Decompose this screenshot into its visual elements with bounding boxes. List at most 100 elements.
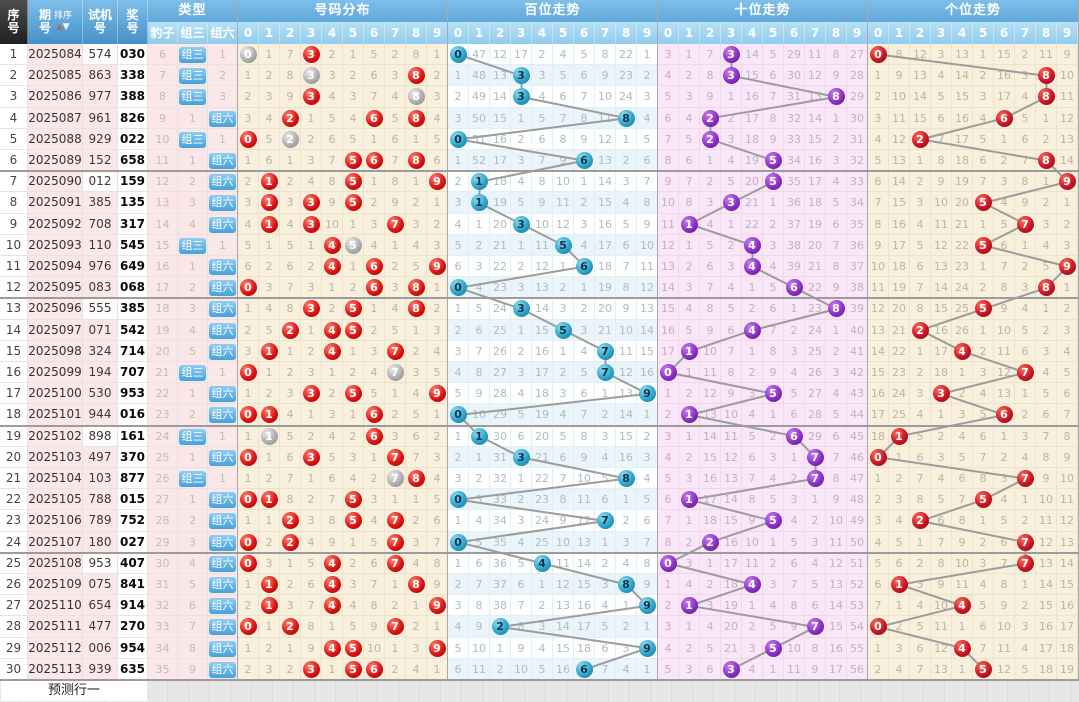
group3-cell: 2 [178, 510, 208, 532]
trend-cell: 5 [1015, 319, 1036, 341]
row-period: 2025103 [28, 446, 83, 468]
trend-cell: 51 [469, 128, 490, 150]
bai-ball: 0 [449, 130, 467, 148]
trend-cell: 2 [385, 595, 406, 617]
shi-ball: 4 [743, 236, 761, 254]
shi-ball: 1 [680, 342, 698, 360]
trend-cell: 22 [889, 340, 910, 362]
group6-cell: 1 [208, 128, 238, 150]
trend-cell: 22 [952, 234, 973, 256]
trend-cell: 5 [238, 234, 259, 256]
trend-cell: 20 [490, 213, 511, 235]
trend-cell: 2 [280, 531, 301, 553]
ge-ball: 7 [1016, 215, 1034, 233]
trend-cell: 17 [658, 340, 679, 362]
trend-cell: 1 [889, 595, 910, 617]
trend-cell: 21 [490, 234, 511, 256]
trend-cell: 4 [763, 468, 784, 490]
row-prize-number: 022 [118, 128, 148, 150]
period-label: 期号 [38, 8, 51, 35]
trend-cell: 0 [238, 128, 259, 150]
trend-cell: 18 [1036, 658, 1057, 680]
trend-cell: 1 [679, 510, 700, 532]
ge-ball: 7 [1016, 554, 1034, 572]
trend-cell: 8 [616, 468, 637, 490]
leopard-miss-count: 25 [148, 446, 178, 468]
trend-cell: 5 [763, 616, 784, 638]
trend-cell: 23 [616, 65, 637, 87]
sort-control[interactable]: 排序 ▲▼ [54, 12, 72, 32]
trend-cell: 1 [532, 574, 553, 596]
leopard-miss-count: 24 [148, 425, 178, 447]
trend-cell: 11 [952, 574, 973, 596]
trend-cell: 8 [805, 637, 826, 659]
sort-asc-icon[interactable]: ▲ [56, 22, 63, 31]
trend-cell: 4 [448, 616, 469, 638]
trend-cell: 2 [343, 65, 364, 87]
trend-cell: 5 [343, 171, 364, 193]
group6-cell: 组六 [208, 446, 238, 468]
trend-cell: 18 [805, 192, 826, 214]
group3-cell: 组三 [178, 468, 208, 490]
digit-ball: 0 [239, 130, 257, 148]
table-row: 7 2025090 012 159 12 2 组六 2 1 2 4 8 5 1 8 1 9 2 1 18 4 8 10 1 14… [0, 171, 1079, 193]
row-period: 2025093 [28, 234, 83, 256]
trend-cell: 1 [259, 213, 280, 235]
trend-cell: 7 [385, 616, 406, 638]
row-prize-number: 914 [118, 595, 148, 617]
trend-cell: 1 [952, 658, 973, 680]
digit-header: 2 [280, 22, 301, 44]
row-prize-number: 270 [118, 616, 148, 638]
trend-cell: 7 [532, 150, 553, 172]
trend-cell: 37 [490, 574, 511, 596]
digit-ball: 5 [344, 194, 362, 212]
trend-cell: 49 [469, 86, 490, 108]
shi-ball: 2 [701, 533, 719, 551]
trend-cell: 2 [469, 234, 490, 256]
trend-cell: 1 [259, 616, 280, 638]
trend-cell: 26 [490, 340, 511, 362]
group6-badge: 组六 [209, 153, 236, 169]
trend-cell: 2 [1015, 44, 1036, 66]
row-seq: 25 [0, 552, 28, 574]
trend-cell: 13 [1057, 531, 1078, 553]
group3-cell: 3 [178, 298, 208, 320]
leopard-miss-count: 15 [148, 234, 178, 256]
group6-badge: 组六 [209, 301, 236, 318]
trend-cell: 3 [994, 468, 1015, 490]
trend-cell: 6 [1015, 128, 1036, 150]
trend-cell: 1 [658, 383, 679, 405]
trend-cell: 11 [553, 552, 574, 574]
digit-ball: 9 [428, 385, 446, 403]
sort-desc-icon[interactable]: ▼ [62, 22, 70, 32]
group6-cell: 3 [208, 86, 238, 108]
trend-cell: 10 [532, 213, 553, 235]
digit-header: 2 [490, 22, 511, 44]
group3-cell: 组三 [178, 234, 208, 256]
trend-cell: 2 [910, 510, 931, 532]
trend-cell: 2 [910, 362, 931, 384]
trend-cell: 5 [805, 574, 826, 596]
trend-cell: 2 [280, 171, 301, 193]
ge-ball: 8 [1037, 88, 1055, 106]
shi-ball: 6 [785, 279, 803, 297]
trend-cell: 7 [1015, 531, 1036, 553]
trend-cell: 1 [301, 468, 322, 490]
trend-cell: 17 [490, 150, 511, 172]
trend-cell: 13 [910, 65, 931, 87]
trend-cell: 5 [1036, 383, 1057, 405]
trend-cell: 2 [679, 256, 700, 278]
row-period: 2025108 [28, 552, 83, 574]
group6-badge: 组六 [209, 280, 236, 297]
trend-cell: 1 [574, 277, 595, 299]
trend-cell: 1 [427, 44, 448, 66]
trend-cell: 1 [616, 595, 637, 617]
leopard-miss-count: 28 [148, 510, 178, 532]
trend-cell: 47 [469, 44, 490, 66]
group6-cell: 组六 [208, 150, 238, 172]
ge-ball: 0 [869, 618, 887, 636]
trend-cell: 3 [658, 425, 679, 447]
trend-cell: 6 [994, 531, 1015, 553]
ge-ball: 5 [974, 660, 992, 678]
trend-cell: 33 [847, 171, 868, 193]
